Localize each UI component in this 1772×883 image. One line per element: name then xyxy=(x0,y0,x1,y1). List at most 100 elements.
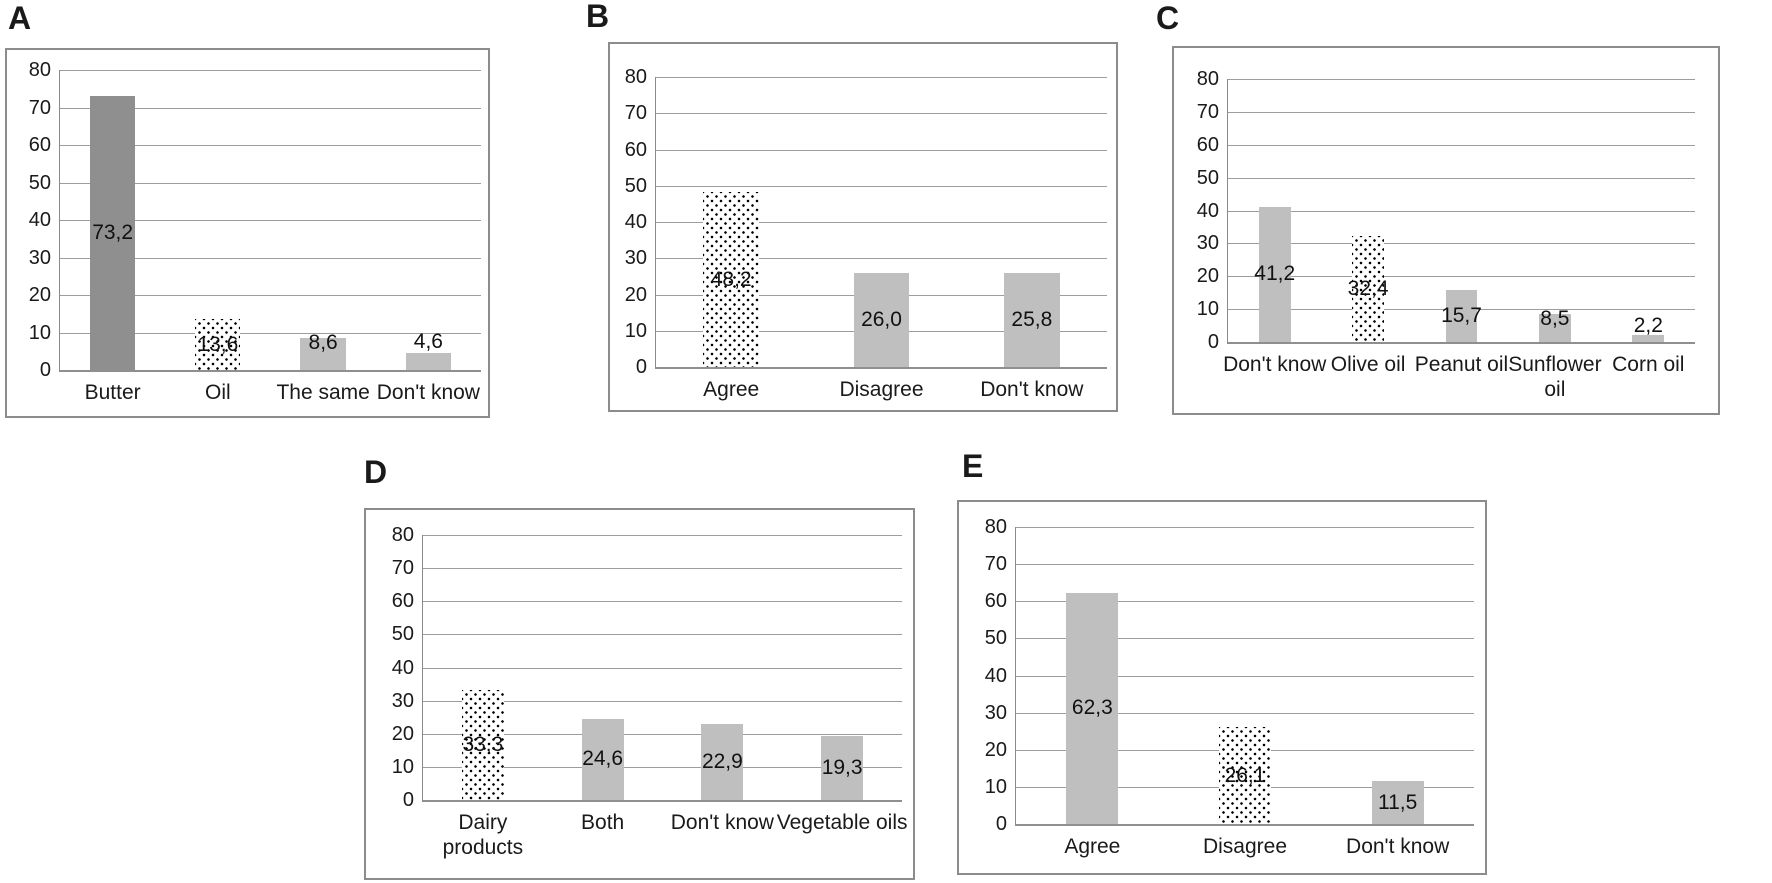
panel-letter-C: C xyxy=(1156,0,1180,36)
gridline-20 xyxy=(60,295,481,296)
gridline-60 xyxy=(423,601,902,603)
y-tick-label-40: 40 xyxy=(1196,199,1219,222)
gridline-50 xyxy=(656,185,1107,187)
y-tick-label-80: 80 xyxy=(28,59,51,81)
cat-label-C-3: Sunflower oil xyxy=(1508,353,1602,402)
y-tick-label-0: 0 xyxy=(402,789,414,811)
cat-label-E-1: Disagree xyxy=(1202,835,1288,858)
panel-letter-E: E xyxy=(962,448,984,484)
plot-area-B: 48,2 Agree 26,0 Disagree 25,8 Don't know xyxy=(655,77,1107,401)
bar-D-0 xyxy=(461,689,504,800)
y-tick-label-30: 30 xyxy=(28,246,51,269)
y-tick-label-60: 60 xyxy=(28,134,51,156)
cat-label-A-2: The same xyxy=(276,381,370,404)
bar-C-2 xyxy=(1445,290,1478,342)
bar-E-1 xyxy=(1219,727,1271,824)
chart-panel-B: 48,2 Agree 26,0 Disagree 25,8 Don't know 0 10 20… xyxy=(608,42,1118,412)
panel-letter-D: D xyxy=(364,454,388,490)
bar-B-1 xyxy=(853,272,910,367)
plot-area-D: 33,3 Dairy products 24,6 Both 22,9 Don't know… xyxy=(422,535,908,859)
y-tick-label-70: 70 xyxy=(984,553,1007,576)
plot-area-C: 41,2 Don't know 32,4 Olive oil 15,7 Peanut oi… xyxy=(1223,79,1695,401)
y-tick-label-30: 30 xyxy=(984,701,1007,724)
y-tick-label-40: 40 xyxy=(28,209,51,231)
y-tick-label-50: 50 xyxy=(984,627,1007,650)
cat-label-E-0: Agree xyxy=(1064,835,1121,858)
y-tick-label-0: 0 xyxy=(39,359,51,381)
y-tick-label-60: 60 xyxy=(984,590,1007,613)
cat-label-C-0: Don't know xyxy=(1223,353,1327,376)
y-tick-label-80: 80 xyxy=(624,66,647,88)
y-tick-label-60: 60 xyxy=(391,590,414,613)
cat-label-B-1: Disagree xyxy=(839,378,924,401)
cat-label-E-2: Don't know xyxy=(1346,835,1450,858)
plot-area-E: 62,3 Agree 26,1 Disagree 11,5 Don't know xyxy=(1015,527,1474,858)
y-tick-label-80: 80 xyxy=(1196,68,1219,90)
bar-C-3 xyxy=(1539,314,1571,342)
gridline-50 xyxy=(1016,638,1474,640)
gridline-30 xyxy=(656,258,1107,260)
bar-C-0 xyxy=(1258,206,1291,342)
y-tick-label-50: 50 xyxy=(391,623,414,646)
gridline-60 xyxy=(656,149,1107,151)
gridline-80 xyxy=(656,77,1107,78)
y-tick-label-10: 10 xyxy=(391,755,414,778)
cat-label-C-4: Corn oil xyxy=(1612,353,1685,376)
gridline-80 xyxy=(60,70,481,71)
y-tick-label-70: 70 xyxy=(624,102,647,125)
y-tick-label-50: 50 xyxy=(28,171,51,194)
cat-label-A-3: Don't know xyxy=(376,381,480,404)
y-tick-label-0: 0 xyxy=(635,356,647,378)
y-tick-label-10: 10 xyxy=(984,775,1007,798)
y-tick-label-10: 10 xyxy=(624,319,647,342)
gridline-20 xyxy=(1228,276,1695,278)
gridline-60 xyxy=(1228,144,1695,146)
chart-panel-E: 62,3 Agree 26,1 Disagree 11,5 Don't know 0 10 20… xyxy=(957,500,1487,875)
gridline-40 xyxy=(423,667,902,669)
cat-label-D-2: Don't know xyxy=(670,811,774,834)
gridline-40 xyxy=(60,220,481,221)
cat-label-D-0: Dairy products xyxy=(442,811,524,860)
gridline-10 xyxy=(60,332,481,334)
panel-letter-A: A xyxy=(8,0,32,36)
bar-A-0 xyxy=(89,95,136,370)
gridline-80 xyxy=(423,535,902,536)
gridline-30 xyxy=(60,257,481,259)
y-tick-label-30: 30 xyxy=(1196,232,1219,255)
y-tick-label-70: 70 xyxy=(1196,100,1219,123)
bar-A-1 xyxy=(195,319,241,370)
chart-panel-A: 73,2 Butter 13,6 Oil 8,6 The same 4,6 Don't kno… xyxy=(5,48,490,418)
y-tick-label-20: 20 xyxy=(1196,265,1219,288)
bar-D-2 xyxy=(701,724,744,800)
gridline-60 xyxy=(1016,601,1474,603)
y-tick-label-30: 30 xyxy=(624,247,647,270)
cat-label-C-2: Peanut oil xyxy=(1414,353,1509,376)
y-tick-label-20: 20 xyxy=(28,284,51,306)
cat-label-A-1: Oil xyxy=(205,381,231,404)
y-tick-label-10: 10 xyxy=(1196,298,1219,321)
y-tick-label-40: 40 xyxy=(624,211,647,233)
gridline-70 xyxy=(656,113,1107,115)
cat-label-D-1: Both xyxy=(581,811,625,834)
gridline-30 xyxy=(423,700,902,702)
cat-label-D-3: Vegetable oils xyxy=(776,811,908,834)
bar-B-2 xyxy=(1004,273,1060,367)
chart-panel-D: 33,3 Dairy products 24,6 Both 22,9 Don't know… xyxy=(364,508,915,880)
gridline-60 xyxy=(60,145,481,146)
gridline-40 xyxy=(1016,675,1474,677)
y-tick-label-70: 70 xyxy=(391,557,414,580)
y-tick-label-40: 40 xyxy=(984,664,1007,687)
gridline-70 xyxy=(1016,564,1474,566)
cat-label-A-0: Butter xyxy=(84,381,141,404)
y-tick-label-20: 20 xyxy=(984,738,1007,761)
y-tick-label-30: 30 xyxy=(391,689,414,712)
bar-E-0 xyxy=(1066,592,1119,824)
gridline-40 xyxy=(656,222,1107,223)
bar-C-1 xyxy=(1352,235,1384,342)
chart-panel-C: 41,2 Don't know 32,4 Olive oil 15,7 Peanut oi… xyxy=(1172,46,1720,415)
bar-D-3 xyxy=(821,736,864,800)
y-tick-label-80: 80 xyxy=(391,524,414,546)
gridline-50 xyxy=(1228,177,1695,179)
gridline-80 xyxy=(1228,79,1695,80)
